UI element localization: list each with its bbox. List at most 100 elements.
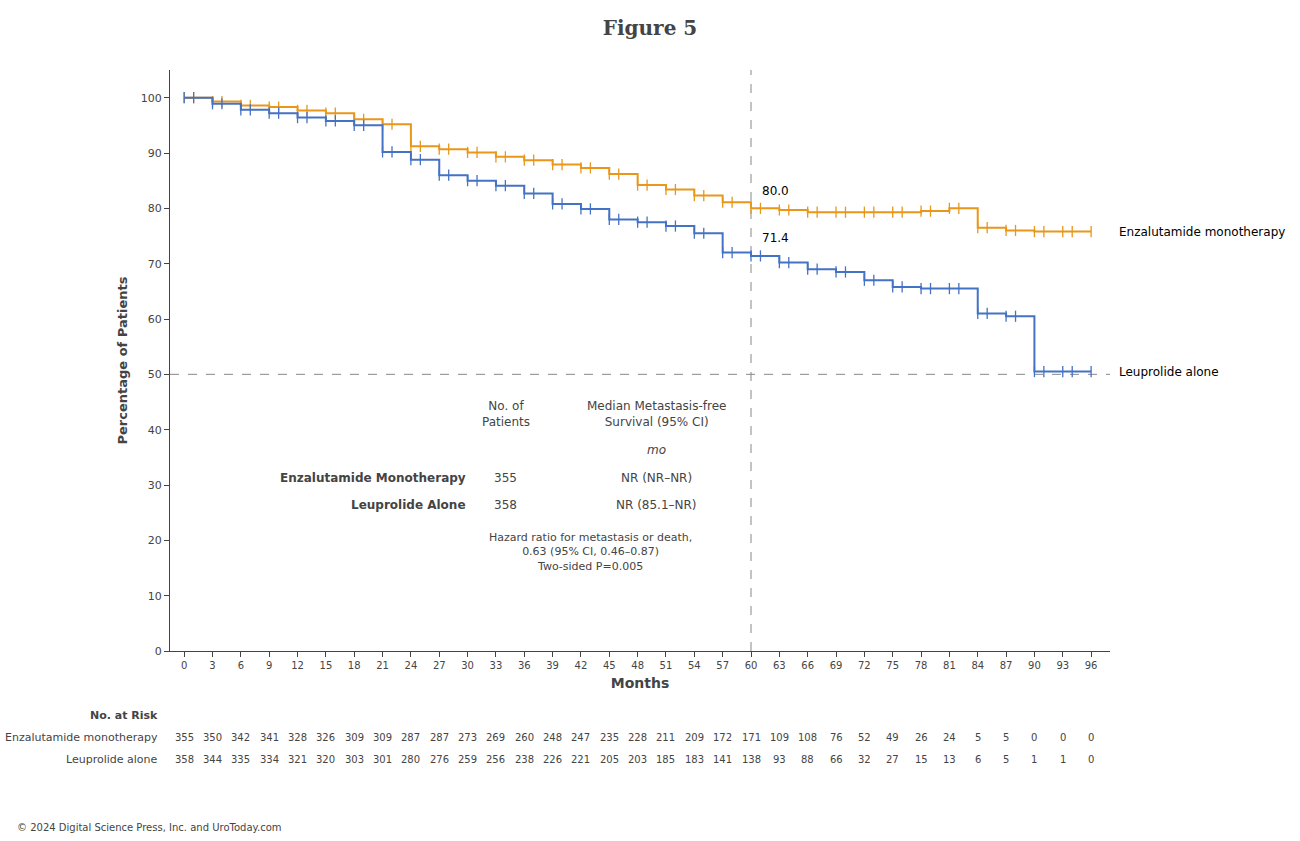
svg-text:108: 108 <box>798 732 817 743</box>
svg-text:48: 48 <box>631 660 644 671</box>
svg-text:18: 18 <box>348 660 361 671</box>
svg-text:26: 26 <box>915 732 928 743</box>
svg-text:0: 0 <box>181 660 187 671</box>
svg-text:Leuprolide Alone: Leuprolide Alone <box>351 498 466 512</box>
svg-text:172: 172 <box>713 732 732 743</box>
svg-text:45: 45 <box>603 660 616 671</box>
svg-text:Leuprolide alone: Leuprolide alone <box>66 753 158 766</box>
svg-text:287: 287 <box>401 732 420 743</box>
svg-text:221: 221 <box>571 754 590 765</box>
svg-text:60: 60 <box>148 313 162 326</box>
svg-text:334: 334 <box>260 754 279 765</box>
svg-text:335: 335 <box>231 754 250 765</box>
svg-text:90: 90 <box>1028 660 1041 671</box>
svg-text:171: 171 <box>742 732 761 743</box>
svg-text:Months: Months <box>611 675 670 691</box>
svg-text:5: 5 <box>975 732 981 743</box>
svg-text:36: 36 <box>518 660 531 671</box>
svg-text:21: 21 <box>376 660 389 671</box>
svg-text:Hazard ratio for metastasis or: Hazard ratio for metastasis or death,0.6… <box>489 531 692 573</box>
svg-text:6: 6 <box>975 754 981 765</box>
svg-text:76: 76 <box>830 732 843 743</box>
svg-text:211: 211 <box>656 732 675 743</box>
svg-text:9: 9 <box>266 660 272 671</box>
svg-text:© 2024 Digital Science Press,: © 2024 Digital Science Press, Inc. and U… <box>17 822 282 833</box>
svg-text:0: 0 <box>1088 754 1094 765</box>
svg-text:203: 203 <box>628 754 647 765</box>
svg-text:66: 66 <box>830 754 843 765</box>
svg-text:84: 84 <box>971 660 984 671</box>
svg-text:309: 309 <box>345 732 364 743</box>
svg-text:326: 326 <box>316 732 335 743</box>
svg-text:80.0: 80.0 <box>762 184 789 198</box>
svg-text:Enzalutamide Monotherapy: Enzalutamide Monotherapy <box>280 471 466 485</box>
svg-text:78: 78 <box>915 660 928 671</box>
svg-text:109: 109 <box>770 732 789 743</box>
svg-text:12: 12 <box>291 660 304 671</box>
svg-text:341: 341 <box>260 732 279 743</box>
svg-text:260: 260 <box>515 732 534 743</box>
svg-text:30: 30 <box>461 660 474 671</box>
svg-text:328: 328 <box>288 732 307 743</box>
svg-text:24: 24 <box>405 660 418 671</box>
svg-text:183: 183 <box>685 754 704 765</box>
svg-text:Percentage of Patients: Percentage of Patients <box>115 276 130 444</box>
svg-text:20: 20 <box>148 534 162 547</box>
svg-text:309: 309 <box>373 732 392 743</box>
svg-text:209: 209 <box>685 732 704 743</box>
svg-text:185: 185 <box>656 754 675 765</box>
svg-text:138: 138 <box>742 754 761 765</box>
svg-text:69: 69 <box>830 660 843 671</box>
svg-text:NR (NR–NR): NR (NR–NR) <box>621 471 692 485</box>
svg-text:235: 235 <box>600 732 619 743</box>
svg-text:72: 72 <box>858 660 871 671</box>
svg-text:70: 70 <box>148 258 162 271</box>
svg-text:57: 57 <box>716 660 729 671</box>
svg-text:96: 96 <box>1085 660 1098 671</box>
svg-text:141: 141 <box>713 754 732 765</box>
svg-text:54: 54 <box>688 660 701 671</box>
svg-text:24: 24 <box>943 732 956 743</box>
svg-text:5: 5 <box>1003 732 1009 743</box>
svg-text:80: 80 <box>148 202 162 215</box>
svg-text:238: 238 <box>515 754 534 765</box>
svg-text:1: 1 <box>1031 754 1037 765</box>
svg-text:Leuprolide alone: Leuprolide alone <box>1119 365 1219 379</box>
svg-text:10: 10 <box>148 590 162 603</box>
svg-text:0: 0 <box>1088 732 1094 743</box>
svg-text:358: 358 <box>494 498 517 512</box>
svg-text:49: 49 <box>886 732 899 743</box>
svg-text:6: 6 <box>238 660 244 671</box>
svg-text:5: 5 <box>1003 754 1009 765</box>
svg-text:90: 90 <box>148 147 162 160</box>
svg-text:Median Metastasis-freeSurvival: Median Metastasis-freeSurvival (95% CI) <box>587 399 726 429</box>
svg-text:344: 344 <box>203 754 222 765</box>
svg-text:33: 33 <box>490 660 503 671</box>
svg-text:30: 30 <box>148 479 162 492</box>
svg-text:342: 342 <box>231 732 250 743</box>
svg-text:39: 39 <box>546 660 559 671</box>
svg-text:276: 276 <box>430 754 449 765</box>
svg-text:0: 0 <box>1031 732 1037 743</box>
svg-text:0: 0 <box>1060 732 1066 743</box>
svg-text:321: 321 <box>288 754 307 765</box>
svg-text:15: 15 <box>320 660 333 671</box>
svg-text:0: 0 <box>155 645 162 658</box>
svg-text:259: 259 <box>458 754 477 765</box>
svg-text:100: 100 <box>141 92 162 105</box>
svg-text:358: 358 <box>175 754 194 765</box>
svg-text:Enzalutamide monotherapy: Enzalutamide monotherapy <box>1119 225 1285 239</box>
svg-text:66: 66 <box>801 660 814 671</box>
svg-text:42: 42 <box>575 660 588 671</box>
svg-text:Enzalutamide monotherapy: Enzalutamide monotherapy <box>5 731 158 744</box>
svg-text:273: 273 <box>458 732 477 743</box>
svg-text:93: 93 <box>773 754 786 765</box>
svg-text:226: 226 <box>543 754 562 765</box>
svg-text:303: 303 <box>345 754 364 765</box>
svg-text:320: 320 <box>316 754 335 765</box>
svg-text:81: 81 <box>943 660 956 671</box>
svg-text:256: 256 <box>486 754 505 765</box>
svg-text:287: 287 <box>430 732 449 743</box>
svg-text:75: 75 <box>886 660 899 671</box>
svg-text:NR (85.1–NR): NR (85.1–NR) <box>616 498 697 512</box>
